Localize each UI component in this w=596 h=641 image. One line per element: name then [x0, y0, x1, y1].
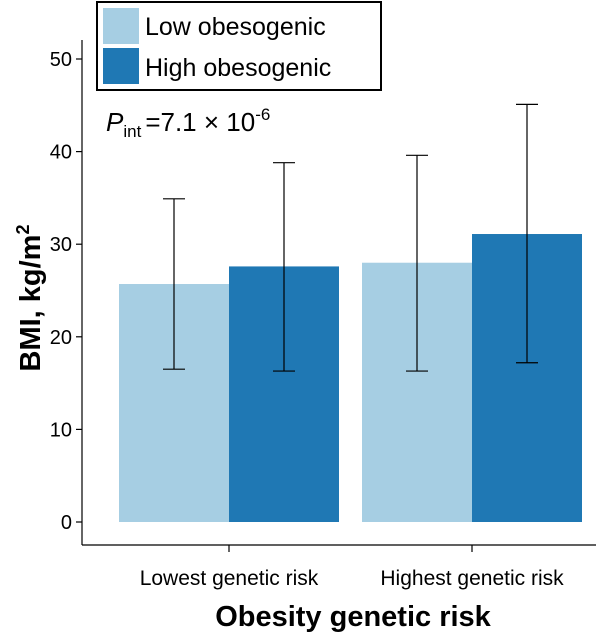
legend-box: [96, 1, 382, 91]
y-tick-label: 50: [50, 49, 72, 71]
p-interaction-annotation: Pint =7.1 × 10-6: [106, 105, 270, 141]
y-tick-label: 0: [61, 512, 72, 534]
legend-label-low-obesogenic: Low obesogenic: [145, 13, 326, 41]
x-category-label: Lowest genetic risk: [140, 567, 319, 590]
y-ticks: 0 10 20 30 40 50: [50, 49, 82, 534]
y-axis-title-sup: 2: [13, 225, 33, 235]
annotation-value: =7.1 × 10: [145, 107, 255, 137]
error-bar: [406, 154, 428, 372]
y-tick-label: 30: [50, 234, 72, 256]
x-ticks: Lowest genetic risk Highest genetic risk: [140, 545, 564, 590]
annotation-exp: -6: [255, 105, 270, 124]
y-axis-title-main: BMI, kg/m: [15, 235, 47, 372]
x-category-label: Highest genetic risk: [380, 567, 564, 590]
legend-label-high-obesogenic: High obesogenic: [145, 54, 331, 82]
annotation-sub: int: [123, 122, 141, 141]
annotation-p: P: [106, 107, 124, 137]
error-bars: [163, 103, 538, 372]
error-bar: [163, 198, 185, 370]
bars: [119, 234, 582, 522]
axes: [81, 40, 596, 546]
y-tick-label: 40: [50, 142, 72, 164]
y-axis-title: BMI, kg/m2: [13, 225, 47, 372]
y-tick-label: 20: [50, 327, 72, 349]
legend-swatch-low-obesogenic: [103, 8, 139, 44]
error-bar: [516, 103, 538, 364]
legend: Low obesogenic High obesogenic: [96, 1, 382, 91]
error-bar: [273, 162, 295, 372]
y-tick-label: 10: [50, 419, 72, 441]
x-axis-title: Obesity genetic risk: [215, 601, 491, 633]
legend-swatch-high-obesogenic: [103, 48, 139, 84]
